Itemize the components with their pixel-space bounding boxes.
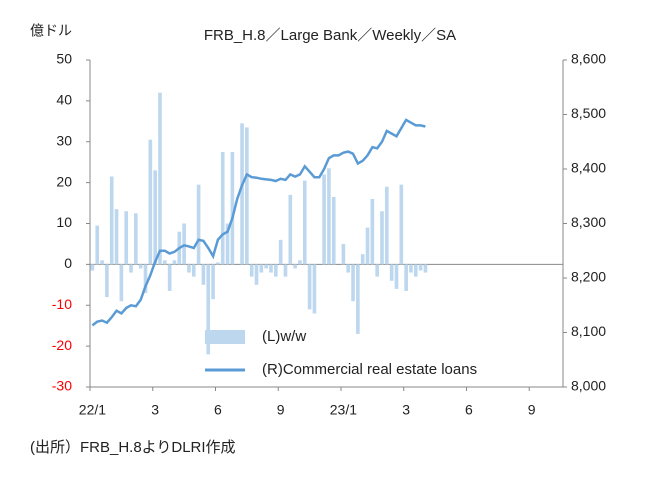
bar xyxy=(293,264,297,269)
bar xyxy=(283,264,288,277)
bar xyxy=(148,139,153,265)
unit-label: 億ドル xyxy=(30,23,72,39)
x-tick-label: 22/1 xyxy=(79,402,106,418)
bar xyxy=(413,264,418,277)
bar xyxy=(153,170,157,265)
bar xyxy=(129,264,133,273)
y2-tick-label: 8,600 xyxy=(571,51,606,67)
bar xyxy=(216,262,220,265)
bar xyxy=(288,194,293,265)
x-tick-label: 9 xyxy=(277,402,285,418)
bar xyxy=(109,176,114,265)
bar xyxy=(365,227,370,265)
bar xyxy=(404,264,408,291)
x-tick-label: 9 xyxy=(528,402,536,418)
x-tick-label: 6 xyxy=(214,402,222,418)
y2-tick-label: 8,000 xyxy=(571,378,606,394)
bar xyxy=(90,264,95,271)
bar xyxy=(385,186,389,265)
bar xyxy=(327,168,331,265)
bar xyxy=(370,198,375,265)
y-tick-label: 20 xyxy=(56,173,72,189)
bar xyxy=(298,260,302,265)
bar xyxy=(158,92,162,265)
legend-label: (R)Commercial real estate loans xyxy=(262,361,477,378)
x-tick-label: 3 xyxy=(151,402,159,418)
bar xyxy=(105,264,109,298)
x-tick-label: 23/1 xyxy=(330,402,357,418)
y2-tick-label: 8,300 xyxy=(571,214,606,230)
bar xyxy=(225,223,230,265)
bar xyxy=(119,264,124,302)
bar xyxy=(278,239,283,265)
y-tick-label: -30 xyxy=(52,378,72,394)
bar xyxy=(100,260,104,265)
bar xyxy=(346,264,351,273)
bar xyxy=(206,264,211,355)
bar xyxy=(312,264,317,314)
bar xyxy=(302,180,307,265)
bar xyxy=(418,264,423,271)
bar xyxy=(162,260,167,265)
bar xyxy=(389,264,394,281)
bar xyxy=(399,184,404,265)
bar xyxy=(307,264,312,310)
y2-tick-label: 8,100 xyxy=(571,323,606,339)
bar xyxy=(341,243,346,265)
bar xyxy=(182,223,186,265)
bar xyxy=(196,184,201,265)
bar xyxy=(274,264,278,277)
bar xyxy=(245,127,249,265)
bar xyxy=(331,196,336,265)
bar xyxy=(211,264,215,300)
bar xyxy=(269,264,273,273)
bar xyxy=(220,151,225,265)
bar xyxy=(134,213,138,265)
y-tick-label: 0 xyxy=(64,255,72,271)
bar xyxy=(124,211,129,265)
bar xyxy=(254,264,259,285)
bar xyxy=(138,264,143,269)
y-tick-label: 30 xyxy=(56,132,72,148)
bar xyxy=(187,264,191,273)
bar xyxy=(230,151,235,265)
legend-label: (L)w/w xyxy=(262,328,306,345)
bar xyxy=(375,264,379,277)
bar xyxy=(114,209,119,265)
bar xyxy=(191,264,196,277)
bar xyxy=(172,260,177,265)
y-tick-label: 50 xyxy=(56,51,72,67)
y-tick-label: 40 xyxy=(56,92,72,108)
y-tick-label: -20 xyxy=(52,337,72,353)
y2-tick-label: 8,400 xyxy=(571,160,606,176)
bar xyxy=(143,264,148,293)
bar xyxy=(322,174,326,265)
bar xyxy=(409,264,413,273)
bar xyxy=(360,254,365,265)
line xyxy=(91,118,426,327)
bar xyxy=(351,264,355,302)
bar xyxy=(240,123,244,265)
x-tick-label: 3 xyxy=(402,402,410,418)
bar xyxy=(167,264,172,291)
bar xyxy=(264,264,268,269)
y-tick-label: -10 xyxy=(52,296,72,312)
bar xyxy=(423,264,428,273)
legend-swatch xyxy=(205,330,245,344)
source-note: (出所）FRB_H.8よりDLRI作成 xyxy=(30,439,236,456)
y2-tick-label: 8,500 xyxy=(571,105,606,121)
y-tick-label: 10 xyxy=(56,214,72,230)
bar xyxy=(249,264,254,277)
bar xyxy=(201,264,206,285)
bar xyxy=(380,211,384,265)
bar xyxy=(356,264,360,334)
bar xyxy=(95,225,100,265)
bar xyxy=(259,264,264,273)
chart-title: FRB_H.8／Large Bank／Weekly／SA xyxy=(204,27,456,44)
x-tick-label: 6 xyxy=(465,402,473,418)
bar xyxy=(394,264,399,289)
y2-tick-label: 8,200 xyxy=(571,269,606,285)
